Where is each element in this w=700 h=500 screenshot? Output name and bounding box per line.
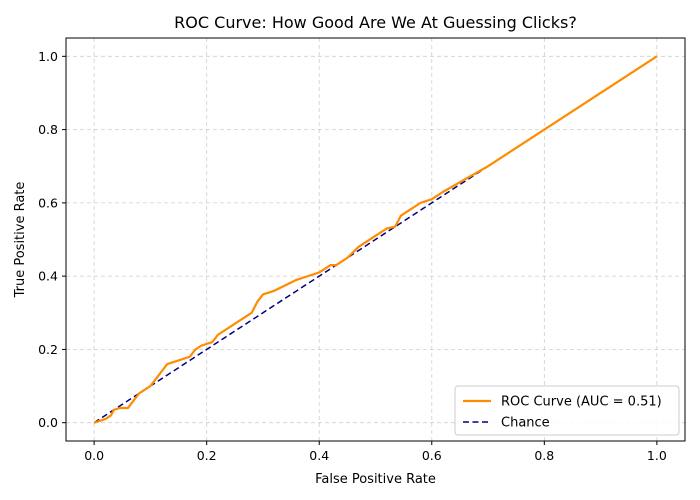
y-tick-label: 0.2: [38, 342, 58, 357]
ticks-layer: 0.0 0.2 0.4 0.6 0.8 1.0 0.0 0.2 0.4 0.6 0.8 1.0: [38, 49, 667, 463]
y-tick-label: 0.0: [38, 415, 58, 430]
x-tick-label: 0.4: [309, 448, 329, 463]
y-tick-label: 0.8: [38, 122, 58, 137]
x-axis-title: False Positive Rate: [315, 472, 436, 487]
x-tick-label: 0.8: [534, 448, 554, 463]
plot-frame: [65, 37, 686, 442]
x-tick-label: 0.6: [422, 448, 442, 463]
series-layer: [93, 55, 658, 424]
chart-title: ROC Curve: How Good Are We At Guessing C…: [174, 13, 577, 32]
legend-label: Chance: [501, 416, 550, 431]
x-tick-label: 1.0: [647, 448, 667, 463]
legend: ROC Curve (AUC = 0.51) Chance: [454, 385, 680, 436]
y-axis-title: True Positive Rate: [13, 182, 28, 299]
y-tick-label: 0.6: [38, 195, 58, 210]
y-tick-label: 1.0: [38, 49, 58, 64]
y-tick-label: 0.4: [38, 269, 58, 284]
roc-curve-line: [93, 55, 658, 424]
grid: [66, 38, 685, 441]
legend-label: ROC Curve (AUC = 0.51): [501, 395, 662, 410]
legend-box: [454, 385, 680, 436]
x-tick-label: 0.0: [84, 448, 104, 463]
chance-line: [93, 55, 658, 424]
x-tick-label: 0.2: [197, 448, 217, 463]
